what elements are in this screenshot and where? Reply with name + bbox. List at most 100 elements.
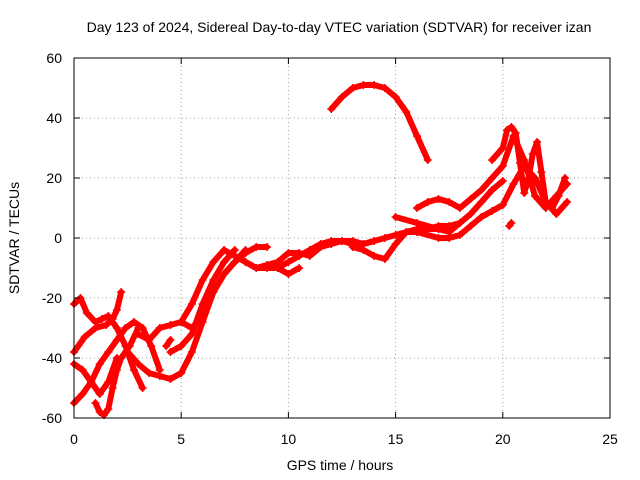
series-arc7 bbox=[134, 243, 271, 344]
data-point bbox=[252, 264, 261, 272]
y-tick-label: -60 bbox=[42, 410, 62, 426]
y-tick-label: 0 bbox=[54, 230, 62, 246]
x-tick-label: 20 bbox=[495, 431, 511, 447]
data-point bbox=[112, 336, 121, 344]
data-point bbox=[87, 378, 96, 386]
data-point bbox=[155, 372, 164, 380]
data-point bbox=[97, 315, 106, 323]
data-point bbox=[370, 237, 379, 245]
x-tick-label: 10 bbox=[281, 431, 297, 447]
data-point bbox=[295, 252, 304, 260]
data-point bbox=[434, 225, 443, 233]
data-point bbox=[284, 258, 293, 266]
data-point bbox=[95, 360, 104, 368]
series-arc14 bbox=[391, 177, 507, 236]
data-point bbox=[209, 276, 218, 284]
data-point bbox=[112, 324, 121, 332]
data-point bbox=[138, 384, 147, 392]
data-point bbox=[509, 180, 518, 188]
data-point bbox=[112, 306, 121, 314]
data-point bbox=[82, 309, 91, 317]
data-point bbox=[380, 255, 389, 263]
y-tick-label: 60 bbox=[46, 50, 62, 66]
series-trace bbox=[328, 82, 431, 163]
data-point bbox=[130, 318, 139, 326]
data-point bbox=[503, 126, 512, 134]
data-point bbox=[95, 408, 104, 416]
data-point bbox=[507, 123, 516, 131]
data-point bbox=[554, 192, 563, 200]
data-point bbox=[147, 342, 156, 350]
data-point bbox=[121, 324, 130, 332]
data-point bbox=[220, 246, 229, 254]
data-point bbox=[166, 348, 175, 356]
x-axis-label: GPS time / hours bbox=[287, 457, 394, 473]
data-point bbox=[541, 198, 550, 206]
data-point bbox=[515, 159, 524, 167]
data-point bbox=[162, 342, 171, 350]
data-point bbox=[524, 174, 533, 182]
data-point bbox=[507, 219, 516, 227]
data-point bbox=[455, 231, 464, 239]
data-point bbox=[466, 195, 475, 203]
data-point bbox=[477, 198, 486, 206]
data-point bbox=[348, 243, 357, 251]
data-point bbox=[187, 348, 196, 356]
data-point bbox=[498, 201, 507, 209]
data-point bbox=[528, 150, 537, 158]
data-point bbox=[477, 186, 486, 194]
data-point bbox=[295, 264, 304, 272]
x-tick-label: 5 bbox=[177, 431, 185, 447]
data-point bbox=[488, 186, 497, 194]
data-point bbox=[134, 330, 143, 338]
data-point bbox=[370, 81, 379, 89]
data-point bbox=[455, 219, 464, 227]
data-point bbox=[284, 270, 293, 278]
x-tick-label: 15 bbox=[388, 431, 404, 447]
data-point bbox=[563, 198, 572, 206]
series-arc9 bbox=[166, 246, 239, 356]
data-point bbox=[80, 333, 89, 341]
data-point bbox=[560, 174, 569, 182]
data-point bbox=[548, 204, 557, 212]
data-point bbox=[125, 342, 134, 350]
data-point bbox=[198, 276, 207, 284]
data-point bbox=[391, 240, 400, 248]
data-point bbox=[209, 258, 218, 266]
series-trace bbox=[71, 355, 120, 397]
data-point bbox=[145, 336, 154, 344]
y-tick-label: 20 bbox=[46, 170, 62, 186]
x-tick-label: 25 bbox=[602, 431, 618, 447]
data-point bbox=[316, 240, 325, 248]
data-point bbox=[78, 390, 87, 398]
data-point bbox=[488, 207, 497, 215]
data-point bbox=[533, 138, 542, 146]
data-point bbox=[262, 261, 271, 269]
data-point bbox=[477, 213, 486, 221]
data-point bbox=[348, 84, 357, 92]
data-point bbox=[413, 228, 422, 236]
data-point bbox=[380, 84, 389, 92]
data-point bbox=[102, 321, 111, 329]
data-point bbox=[123, 348, 132, 356]
data-point bbox=[391, 213, 400, 221]
series-arc12 bbox=[327, 81, 432, 164]
data-point bbox=[91, 399, 100, 407]
chart-title: Day 123 of 2024, Sidereal Day-to-day VTE… bbox=[87, 19, 592, 35]
data-point bbox=[130, 366, 139, 374]
data-point bbox=[104, 348, 113, 356]
data-point bbox=[498, 144, 507, 152]
tick-labels: 0 5 10 15 20 25 -60 -40 -20 0 20 40 60 bbox=[42, 50, 618, 447]
data-point bbox=[230, 246, 239, 254]
data-point bbox=[552, 210, 561, 218]
data-point bbox=[134, 360, 143, 368]
y-tick-label: -20 bbox=[42, 290, 62, 306]
data-point bbox=[305, 246, 314, 254]
data-point bbox=[413, 219, 422, 227]
data-point bbox=[466, 210, 475, 218]
data-points bbox=[70, 81, 572, 419]
data-point bbox=[434, 234, 443, 242]
data-point bbox=[327, 237, 336, 245]
data-point bbox=[327, 105, 336, 113]
data-point bbox=[530, 192, 539, 200]
